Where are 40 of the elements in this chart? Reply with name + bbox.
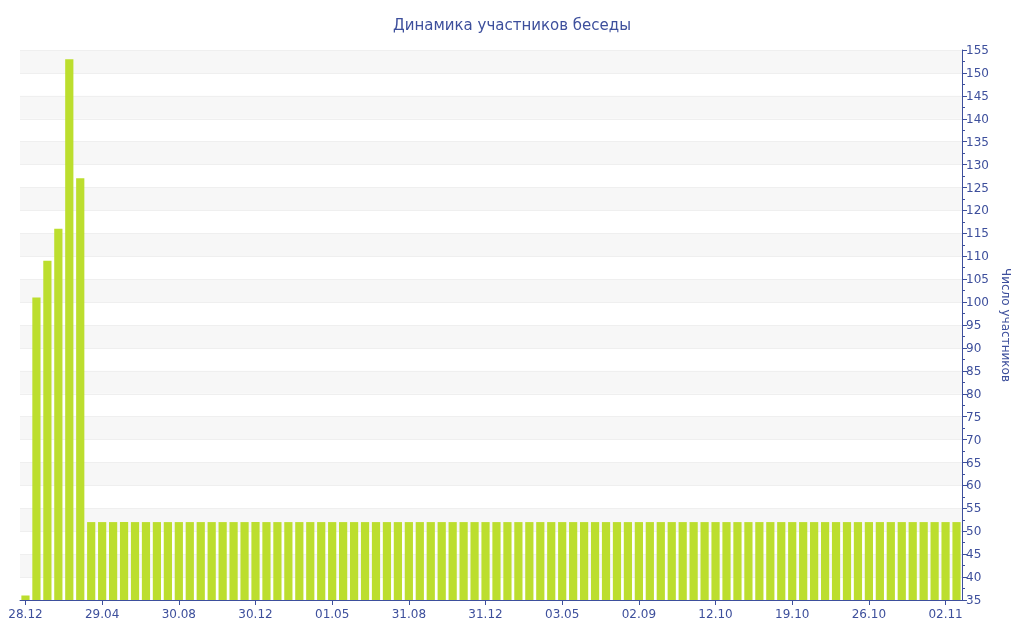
- y-tick-label: 125: [966, 180, 989, 195]
- y-axis-title: Число участников: [999, 268, 1013, 382]
- x-tick-label: 28.12: [8, 607, 43, 621]
- y-tick-label: 100: [966, 295, 989, 310]
- x-tick-label: 31.12: [468, 607, 503, 621]
- y-tick-label: 120: [966, 203, 989, 218]
- y-tick-label: 70: [966, 432, 982, 447]
- x-tick-label: 31.08: [391, 607, 427, 621]
- y-tick-label: 85: [966, 363, 982, 378]
- y-tick-label: 35: [966, 593, 982, 607]
- y-tick-label: 105: [966, 272, 989, 287]
- x-tick-label: 19.10: [775, 607, 810, 621]
- x-tick-label: 30.08: [161, 607, 197, 621]
- y-tick-label: 90: [966, 340, 982, 355]
- y-tick-label: 80: [966, 386, 982, 401]
- y-tick-label: 135: [966, 134, 989, 149]
- y-tick-label: 110: [966, 249, 989, 264]
- chart-title: Динамика участников беседы: [392, 15, 632, 34]
- x-tick-label: 30.12: [238, 607, 273, 621]
- x-tick-label: 26.10: [851, 607, 887, 621]
- y-tick-label: 140: [966, 111, 989, 126]
- x-tick-label: 02.09: [621, 607, 657, 621]
- y-tick-label: 95: [966, 318, 982, 332]
- y-tick-label: 145: [966, 88, 989, 103]
- y-tick-label: 75: [966, 409, 982, 424]
- y-tick-label: 55: [966, 501, 982, 516]
- x-tick-label: 29.04: [84, 607, 120, 621]
- y-tick-label: 65: [966, 455, 982, 470]
- x-tick-label: 03.05: [545, 607, 580, 621]
- y-tick-label: 45: [966, 547, 982, 562]
- y-tick-label: 155: [966, 43, 989, 57]
- x-tick-label: 02.11: [928, 607, 963, 621]
- y-tick-label: 60: [966, 478, 982, 493]
- y-tick-label: 150: [966, 65, 989, 80]
- y-tick-label: 40: [966, 570, 982, 585]
- x-tick-label: 01.05: [314, 607, 350, 621]
- x-tick-label: 12.10: [698, 607, 733, 621]
- y-tick-label: 130: [966, 157, 989, 172]
- y-tick-label: 115: [966, 226, 989, 241]
- y-tick-label: 50: [966, 524, 982, 539]
